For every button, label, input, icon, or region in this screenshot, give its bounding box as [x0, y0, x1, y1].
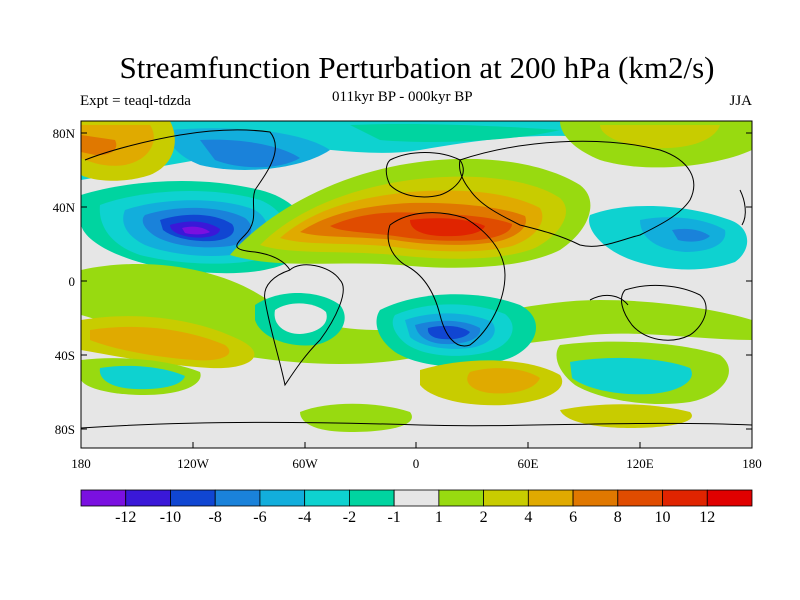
- colorbar-label: 2: [480, 509, 488, 526]
- colorbar-box: [170, 489, 216, 507]
- lon-tick-labels: 180 120W 60W 0 60E 120E 180: [71, 456, 762, 471]
- colorbar-label: -8: [209, 509, 222, 526]
- colorbar-box: [80, 489, 127, 507]
- colorbar: -12 -10 -8 -6 -4 -2 -1 1 2 4 6 8 10 12: [80, 489, 753, 526]
- colorbar-label: -10: [160, 509, 181, 526]
- colorbar-label: 6: [569, 509, 577, 526]
- colorbar-label: 8: [614, 509, 622, 526]
- colorbar-box: [348, 489, 395, 507]
- lat-axis: [81, 132, 752, 430]
- colorbar-box: [483, 489, 529, 507]
- lon-tick-label: 60E: [518, 456, 539, 471]
- colorbar-box: [662, 489, 708, 507]
- colorbar-label: -2: [343, 509, 356, 526]
- colorbar-box: [706, 489, 753, 507]
- lat-tick-label: 80S: [55, 422, 75, 437]
- lon-tick-label: 180: [71, 456, 91, 471]
- colorbar-label: -1: [387, 509, 400, 526]
- colorbar-box: [259, 489, 306, 507]
- map-field: [81, 121, 752, 448]
- lon-tick-label: 180: [742, 456, 762, 471]
- colorbar-label: 4: [524, 509, 532, 526]
- lon-tick-label: 60W: [292, 456, 318, 471]
- lon-tick-label: 120E: [626, 456, 654, 471]
- period-label: 011kyr BP - 000kyr BP: [332, 89, 473, 105]
- colorbar-box: [438, 489, 484, 507]
- colorbar-label: 10: [655, 509, 671, 526]
- experiment-label: Expt = teaql-tdzda: [80, 93, 191, 109]
- colorbar-box: [527, 489, 574, 507]
- colorbar-box: [572, 489, 619, 507]
- colorbar-box: [304, 489, 350, 507]
- colorbar-box: [393, 489, 440, 507]
- colorbar-box: [617, 489, 663, 507]
- lat-tick-label: 40S: [55, 348, 75, 363]
- season-label: JJA: [729, 93, 752, 109]
- colorbar-box: [125, 489, 171, 507]
- lat-tick-label: 0: [69, 274, 76, 289]
- lat-tick-label: 40N: [53, 200, 76, 215]
- lat-tick-label: 80N: [53, 126, 76, 141]
- colorbar-label: 12: [699, 509, 715, 526]
- colorbar-label: -6: [253, 509, 266, 526]
- lat-tick-labels: 80N 40N 0 40S 80S: [53, 126, 76, 437]
- colorbar-label: -4: [298, 509, 311, 526]
- coastlines: [81, 129, 752, 429]
- lon-tick-label: 0: [413, 456, 420, 471]
- colorbar-box: [214, 489, 261, 507]
- colorbar-label: -12: [115, 509, 136, 526]
- lon-axis: [80, 442, 753, 448]
- colorbar-label: 1: [435, 509, 443, 526]
- lon-tick-label: 120W: [177, 456, 210, 471]
- plot-title: Streamfunction Perturbation at 200 hPa (…: [119, 50, 715, 85]
